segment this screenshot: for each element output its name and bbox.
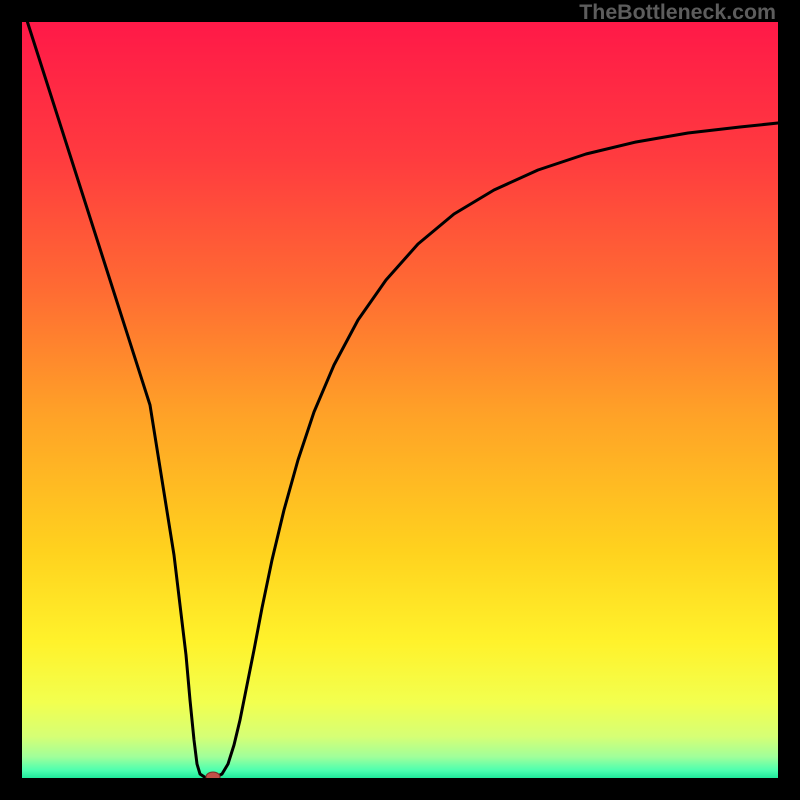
frame-border-right [778, 0, 800, 800]
watermark-text: TheBottleneck.com [579, 0, 776, 25]
bottleneck-curve [22, 5, 778, 778]
frame-border-left [0, 0, 22, 800]
chart-container: TheBottleneck.com [0, 0, 800, 800]
chart-svg [0, 0, 800, 800]
frame-border-bottom [0, 778, 800, 800]
